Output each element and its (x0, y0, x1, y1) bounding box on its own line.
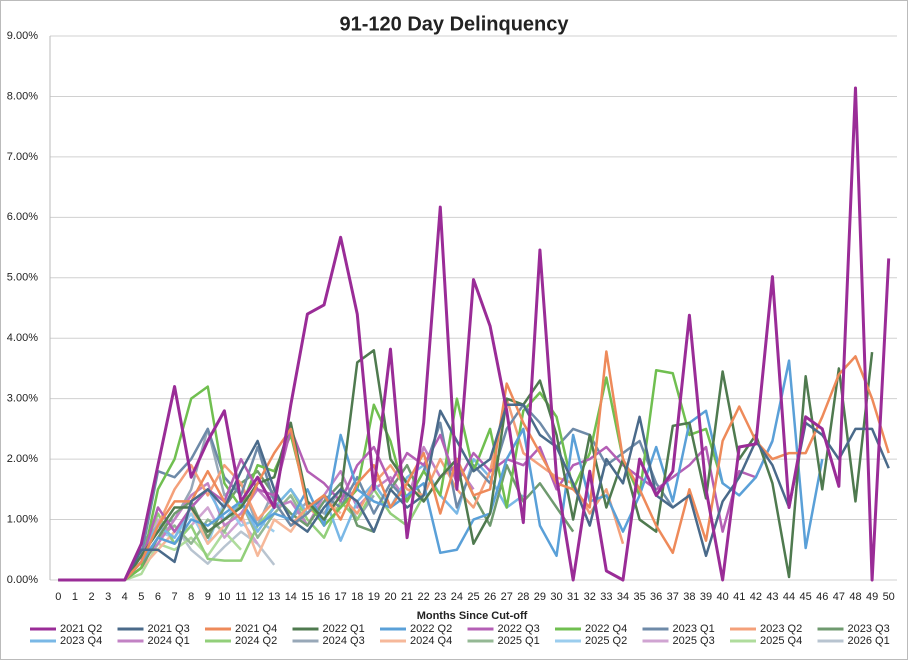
y-tick-label: 4.00% (7, 332, 38, 344)
x-tick-label: 7 (171, 591, 177, 603)
x-tick-label: 33 (600, 591, 612, 603)
legend-label: 2022 Q2 (410, 623, 452, 635)
series-line (58, 403, 890, 582)
x-tick-label: 9 (205, 591, 211, 603)
x-tick-label: 46 (816, 591, 828, 603)
x-tick-label: 36 (650, 591, 662, 603)
y-tick-label: 2.00% (7, 453, 38, 465)
legend-label: 2024 Q1 (148, 635, 190, 647)
x-tick-label: 3 (105, 591, 111, 603)
y-tick-label: 0.00% (7, 574, 38, 586)
x-tick-label: 44 (783, 591, 795, 603)
x-tick-label: 25 (467, 591, 479, 603)
x-axis-title: Months Since Cut-off (417, 610, 528, 622)
x-tick-label: 22 (418, 591, 430, 603)
x-tick-label: 39 (700, 591, 712, 603)
x-tick-label: 32 (584, 591, 596, 603)
x-tick-label: 45 (800, 591, 812, 603)
x-tick-label: 20 (384, 591, 396, 603)
x-tick-label: 0 (55, 591, 61, 603)
x-tick-label: 16 (318, 591, 330, 603)
chart-title: 91-120 Day Delinquency (340, 13, 570, 35)
legend-label: 2023 Q2 (760, 623, 802, 635)
x-tick-label: 35 (633, 591, 645, 603)
legend-label: 2022 Q1 (323, 623, 365, 635)
x-tick-label: 34 (617, 591, 629, 603)
x-tick-label: 13 (268, 591, 280, 603)
legend-label: 2021 Q3 (148, 623, 190, 635)
x-tick-label: 15 (301, 591, 313, 603)
series-line (58, 349, 874, 582)
y-tick-label: 5.00% (7, 272, 38, 284)
x-tick-label: 8 (188, 591, 194, 603)
x-tick-label: 1 (72, 591, 78, 603)
x-tick-label: 17 (335, 591, 347, 603)
x-tick-label: 12 (251, 591, 263, 603)
y-tick-label: 8.00% (7, 90, 38, 102)
y-tick-label: 9.00% (7, 30, 38, 42)
x-tick-label: 5 (138, 591, 144, 603)
series-line (58, 350, 890, 582)
x-tick-label: 28 (517, 591, 529, 603)
legend-label: 2025 Q4 (760, 635, 802, 647)
x-tick-label: 47 (833, 591, 845, 603)
legend-label: 2025 Q1 (498, 635, 540, 647)
y-tick-label: 7.00% (7, 151, 38, 163)
x-tick-label: 21 (401, 591, 413, 603)
legend-label: 2023 Q3 (848, 623, 890, 635)
legend-label: 2026 Q1 (848, 635, 890, 647)
legend-label: 2024 Q4 (410, 635, 452, 647)
x-tick-label: 30 (550, 591, 562, 603)
x-tick-label: 11 (235, 591, 246, 603)
x-tick-label: 24 (451, 591, 463, 603)
x-tick-label: 48 (849, 591, 861, 603)
x-tick-label: 10 (218, 591, 230, 603)
x-tick-label: 50 (883, 591, 895, 603)
y-tick-label: 6.00% (7, 211, 38, 223)
legend-label: 2021 Q4 (235, 623, 277, 635)
x-tick-label: 29 (534, 591, 546, 603)
x-tick-label: 4 (122, 591, 128, 603)
series-line (58, 86, 891, 582)
series-line (58, 369, 724, 582)
legend-label: 2023 Q1 (673, 623, 715, 635)
x-tick-label: 41 (733, 591, 745, 603)
x-tick-label: 40 (716, 591, 728, 603)
x-tick-label: 42 (750, 591, 762, 603)
legend-label: 2025 Q3 (673, 635, 715, 647)
x-tick-label: 19 (368, 591, 380, 603)
legend-label: 2023 Q4 (60, 635, 102, 647)
x-tick-label: 23 (434, 591, 446, 603)
legend-label: 2024 Q2 (235, 635, 277, 647)
y-tick-label: 3.00% (7, 393, 38, 405)
x-tick-label: 49 (866, 591, 878, 603)
legend-label: 2025 Q2 (585, 635, 627, 647)
x-tick-label: 14 (285, 591, 297, 603)
x-tick-label: 26 (484, 591, 496, 603)
x-tick-label: 2 (88, 591, 94, 603)
legend-label: 2021 Q2 (60, 623, 102, 635)
legend-label: 2022 Q3 (498, 623, 540, 635)
x-tick-label: 37 (667, 591, 679, 603)
x-tick-label: 27 (501, 591, 513, 603)
legend-label: 2024 Q3 (323, 635, 365, 647)
legend-label: 2022 Q4 (585, 623, 627, 635)
x-tick-label: 31 (567, 591, 579, 603)
x-tick-label: 43 (766, 591, 778, 603)
x-tick-label: 6 (155, 591, 161, 603)
series-line (58, 359, 824, 582)
y-tick-label: 1.00% (7, 513, 38, 525)
x-tick-label: 18 (351, 591, 363, 603)
x-tick-label: 38 (683, 591, 695, 603)
